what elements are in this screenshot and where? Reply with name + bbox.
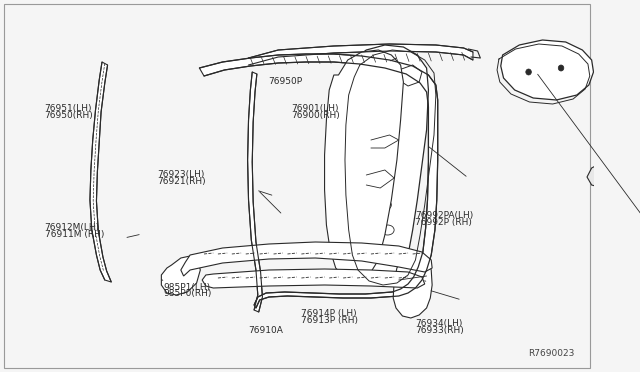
Text: 76911M (RH): 76911M (RH) bbox=[45, 230, 104, 239]
Text: 76992PA(LH): 76992PA(LH) bbox=[415, 211, 474, 220]
Polygon shape bbox=[248, 72, 262, 312]
Polygon shape bbox=[337, 45, 428, 280]
Polygon shape bbox=[90, 62, 111, 282]
Text: 76921(RH): 76921(RH) bbox=[157, 177, 206, 186]
Polygon shape bbox=[587, 162, 617, 188]
Text: 76992P (RH): 76992P (RH) bbox=[415, 218, 472, 227]
Text: 76910A: 76910A bbox=[248, 326, 283, 335]
Polygon shape bbox=[324, 50, 403, 280]
Polygon shape bbox=[200, 54, 438, 308]
Polygon shape bbox=[248, 44, 473, 65]
Text: 76933(RH): 76933(RH) bbox=[415, 326, 464, 335]
Circle shape bbox=[558, 65, 564, 71]
Text: 76912M(LH): 76912M(LH) bbox=[45, 223, 100, 232]
Text: 985P0(RH): 985P0(RH) bbox=[164, 289, 212, 298]
Text: 76950(RH): 76950(RH) bbox=[45, 111, 93, 120]
Text: 76951(LH): 76951(LH) bbox=[45, 104, 92, 113]
Text: 76901(LH): 76901(LH) bbox=[291, 104, 339, 113]
Text: 76923(LH): 76923(LH) bbox=[157, 170, 205, 179]
Text: 985P1(LH): 985P1(LH) bbox=[164, 283, 211, 292]
Text: 76900(RH): 76900(RH) bbox=[291, 111, 340, 120]
Polygon shape bbox=[500, 40, 593, 100]
Polygon shape bbox=[181, 242, 432, 276]
Text: 76950P: 76950P bbox=[268, 77, 302, 86]
Circle shape bbox=[526, 69, 531, 75]
Polygon shape bbox=[393, 253, 432, 318]
Text: 76913P (RH): 76913P (RH) bbox=[301, 316, 358, 325]
Text: 76934(LH): 76934(LH) bbox=[415, 319, 463, 328]
Polygon shape bbox=[161, 256, 200, 295]
Polygon shape bbox=[202, 269, 425, 288]
Text: R7690023: R7690023 bbox=[529, 349, 575, 358]
Polygon shape bbox=[399, 65, 422, 86]
Text: 76914P (LH): 76914P (LH) bbox=[301, 310, 357, 318]
